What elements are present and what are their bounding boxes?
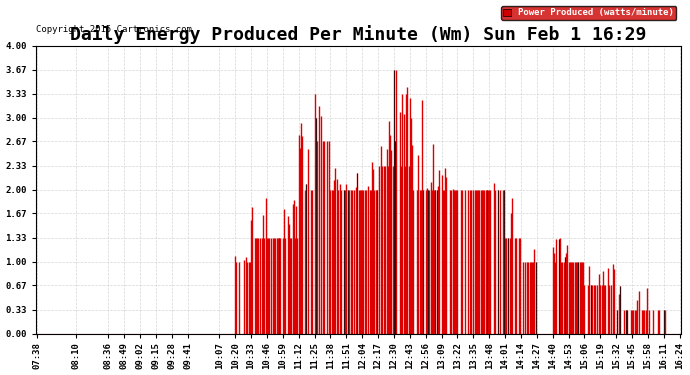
Legend: Power Produced (watts/minute): Power Produced (watts/minute)	[501, 6, 676, 20]
Title: Daily Energy Produced Per Minute (Wm) Sun Feb 1 16:29: Daily Energy Produced Per Minute (Wm) Su…	[70, 25, 647, 44]
Text: Copyright 2015 Cartronics.com: Copyright 2015 Cartronics.com	[36, 25, 192, 34]
